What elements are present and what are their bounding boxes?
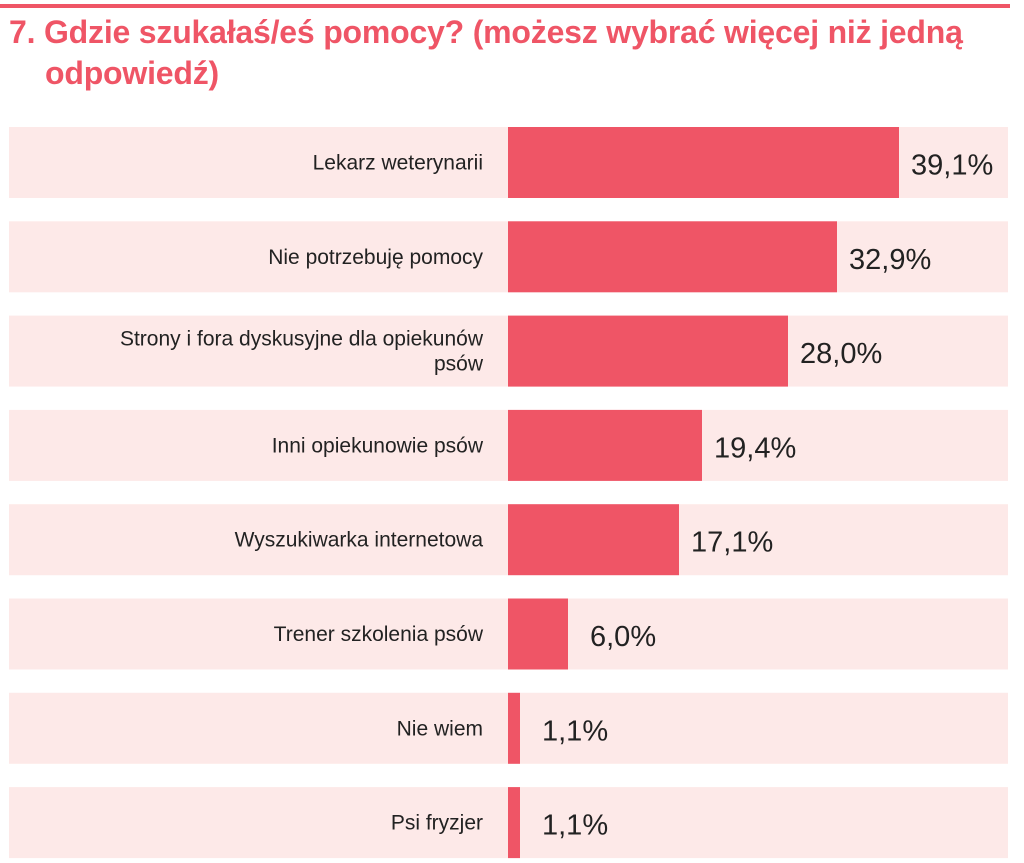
data-label: 39,1% bbox=[911, 150, 993, 182]
data-label: 1,1% bbox=[542, 810, 608, 842]
bar bbox=[508, 692, 520, 764]
category-label: Nie wiem bbox=[397, 717, 483, 740]
category-label: Lekarz weterynarii bbox=[313, 152, 483, 175]
data-label: 6,0% bbox=[590, 621, 656, 653]
bar bbox=[508, 787, 520, 859]
title-rule bbox=[0, 4, 1010, 8]
bar bbox=[508, 504, 679, 576]
bar bbox=[508, 315, 788, 387]
bar bbox=[508, 409, 702, 481]
bar bbox=[508, 221, 837, 293]
data-label: 28,0% bbox=[800, 338, 882, 370]
category-label: Trener szkolenia psów bbox=[274, 623, 484, 646]
chart-title: 7. Gdzie szukałaś/eś pomocy? (możesz wyb… bbox=[9, 14, 963, 91]
data-label: 19,4% bbox=[714, 432, 796, 464]
data-label: 17,1% bbox=[691, 527, 773, 559]
category-label: Wyszukiwarka internetowa bbox=[235, 529, 484, 552]
category-label: Strony i fora dyskusyjne dla opiekunów ps… bbox=[120, 328, 484, 376]
data-label: 1,1% bbox=[542, 715, 608, 747]
category-label: Inni opiekunowie psów bbox=[272, 434, 484, 457]
data-label: 32,9% bbox=[849, 244, 931, 276]
bar bbox=[508, 598, 568, 670]
category-label: Nie potrzebuję pomocy bbox=[268, 246, 483, 269]
bar bbox=[508, 127, 899, 198]
category-label: Psi fryzjer bbox=[391, 812, 483, 835]
